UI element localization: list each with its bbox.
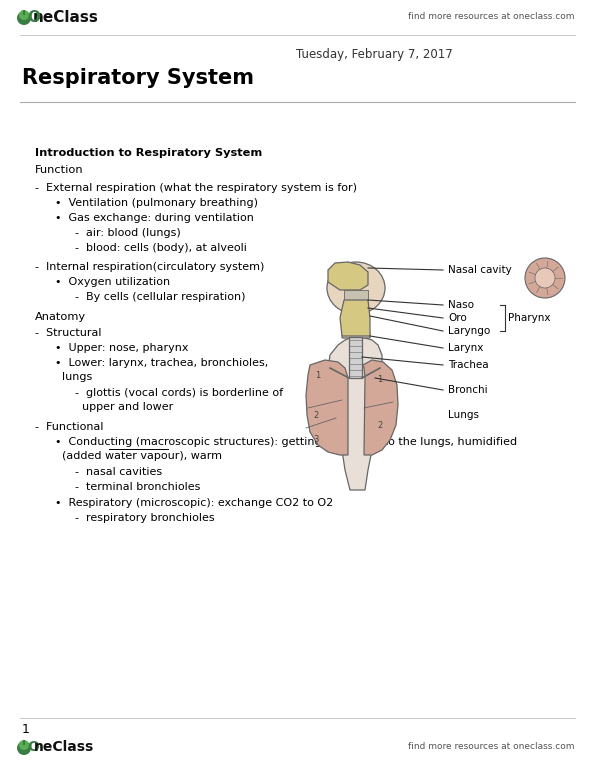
Text: 1: 1 xyxy=(22,723,30,736)
Circle shape xyxy=(17,741,31,755)
Text: 2: 2 xyxy=(314,410,319,420)
Polygon shape xyxy=(328,262,368,290)
Text: Naso: Naso xyxy=(448,300,474,310)
Text: -  nasal cavities: - nasal cavities xyxy=(75,467,162,477)
Text: Function: Function xyxy=(35,165,84,175)
Text: •  Ventilation (pulmonary breathing): • Ventilation (pulmonary breathing) xyxy=(55,198,258,208)
Text: -  glottis (vocal cords) is borderline of: - glottis (vocal cords) is borderline of xyxy=(75,388,283,398)
Text: Laryngo: Laryngo xyxy=(448,326,490,336)
Text: -  External respiration (what the respiratory system is for): - External respiration (what the respira… xyxy=(35,183,357,193)
Circle shape xyxy=(17,11,31,25)
Text: •  Lower: larynx, trachea, bronchioles,: • Lower: larynx, trachea, bronchioles, xyxy=(55,358,268,368)
Text: -  blood: cells (body), at alveoli: - blood: cells (body), at alveoli xyxy=(75,243,247,253)
Text: Introduction to Respiratory System: Introduction to Respiratory System xyxy=(35,148,262,158)
Text: neClass: neClass xyxy=(34,740,94,754)
Text: •  Respiratory (microscopic): exchange CO2 to O2: • Respiratory (microscopic): exchange CO… xyxy=(55,498,333,508)
Text: •  Upper: nose, pharynx: • Upper: nose, pharynx xyxy=(55,343,189,353)
Text: neClass: neClass xyxy=(33,10,99,25)
Text: -  respiratory bronchioles: - respiratory bronchioles xyxy=(75,513,215,523)
Text: •  Gas exchange: during ventilation: • Gas exchange: during ventilation xyxy=(55,213,254,223)
Polygon shape xyxy=(328,338,382,490)
Text: -  By cells (cellular respiration): - By cells (cellular respiration) xyxy=(75,292,246,302)
Text: Pharynx: Pharynx xyxy=(508,313,550,323)
Text: Tuesday, February 7, 2017: Tuesday, February 7, 2017 xyxy=(296,48,453,61)
Circle shape xyxy=(525,258,565,298)
Text: •  Oxygen utilization: • Oxygen utilization xyxy=(55,277,170,287)
Text: Larynx: Larynx xyxy=(448,343,483,353)
Circle shape xyxy=(535,268,555,288)
Text: find more resources at oneclass.com: find more resources at oneclass.com xyxy=(409,12,575,21)
Polygon shape xyxy=(342,313,370,338)
Text: Respiratory System: Respiratory System xyxy=(22,68,254,88)
Text: find more resources at oneclass.com: find more resources at oneclass.com xyxy=(409,742,575,751)
Polygon shape xyxy=(349,337,362,378)
Text: Oro: Oro xyxy=(448,313,466,323)
Text: -  terminal bronchioles: - terminal bronchioles xyxy=(75,482,201,492)
Text: -  Functional: - Functional xyxy=(35,422,104,432)
Ellipse shape xyxy=(327,262,385,314)
Polygon shape xyxy=(344,290,368,300)
Text: (added water vapour), warm: (added water vapour), warm xyxy=(62,451,222,461)
Text: -  air: blood (lungs): - air: blood (lungs) xyxy=(75,228,181,238)
Text: 1: 1 xyxy=(377,376,383,384)
Polygon shape xyxy=(306,360,348,455)
Text: Lungs: Lungs xyxy=(448,410,479,420)
Text: Trachea: Trachea xyxy=(448,360,488,370)
Text: upper and lower: upper and lower xyxy=(82,402,173,412)
Text: Anatomy: Anatomy xyxy=(35,312,86,322)
Text: Nasal cavity: Nasal cavity xyxy=(448,265,512,275)
Text: 1: 1 xyxy=(315,370,321,380)
Polygon shape xyxy=(340,300,370,336)
Text: -  Internal respiration(circulatory system): - Internal respiration(circulatory syste… xyxy=(35,262,264,272)
Text: 3: 3 xyxy=(314,436,319,444)
Text: -  Structural: - Structural xyxy=(35,328,102,338)
Polygon shape xyxy=(363,360,398,455)
Text: lungs: lungs xyxy=(62,372,92,382)
Text: O: O xyxy=(27,740,39,754)
Text: Bronchi: Bronchi xyxy=(448,385,488,395)
Circle shape xyxy=(19,10,29,20)
Text: 2: 2 xyxy=(377,420,383,430)
Text: O: O xyxy=(27,10,40,25)
Text: •  Conducting (macroscopic structures): getting CLEAN air to the lungs, humidifi: • Conducting (macroscopic structures): g… xyxy=(55,437,517,447)
Circle shape xyxy=(19,740,29,750)
